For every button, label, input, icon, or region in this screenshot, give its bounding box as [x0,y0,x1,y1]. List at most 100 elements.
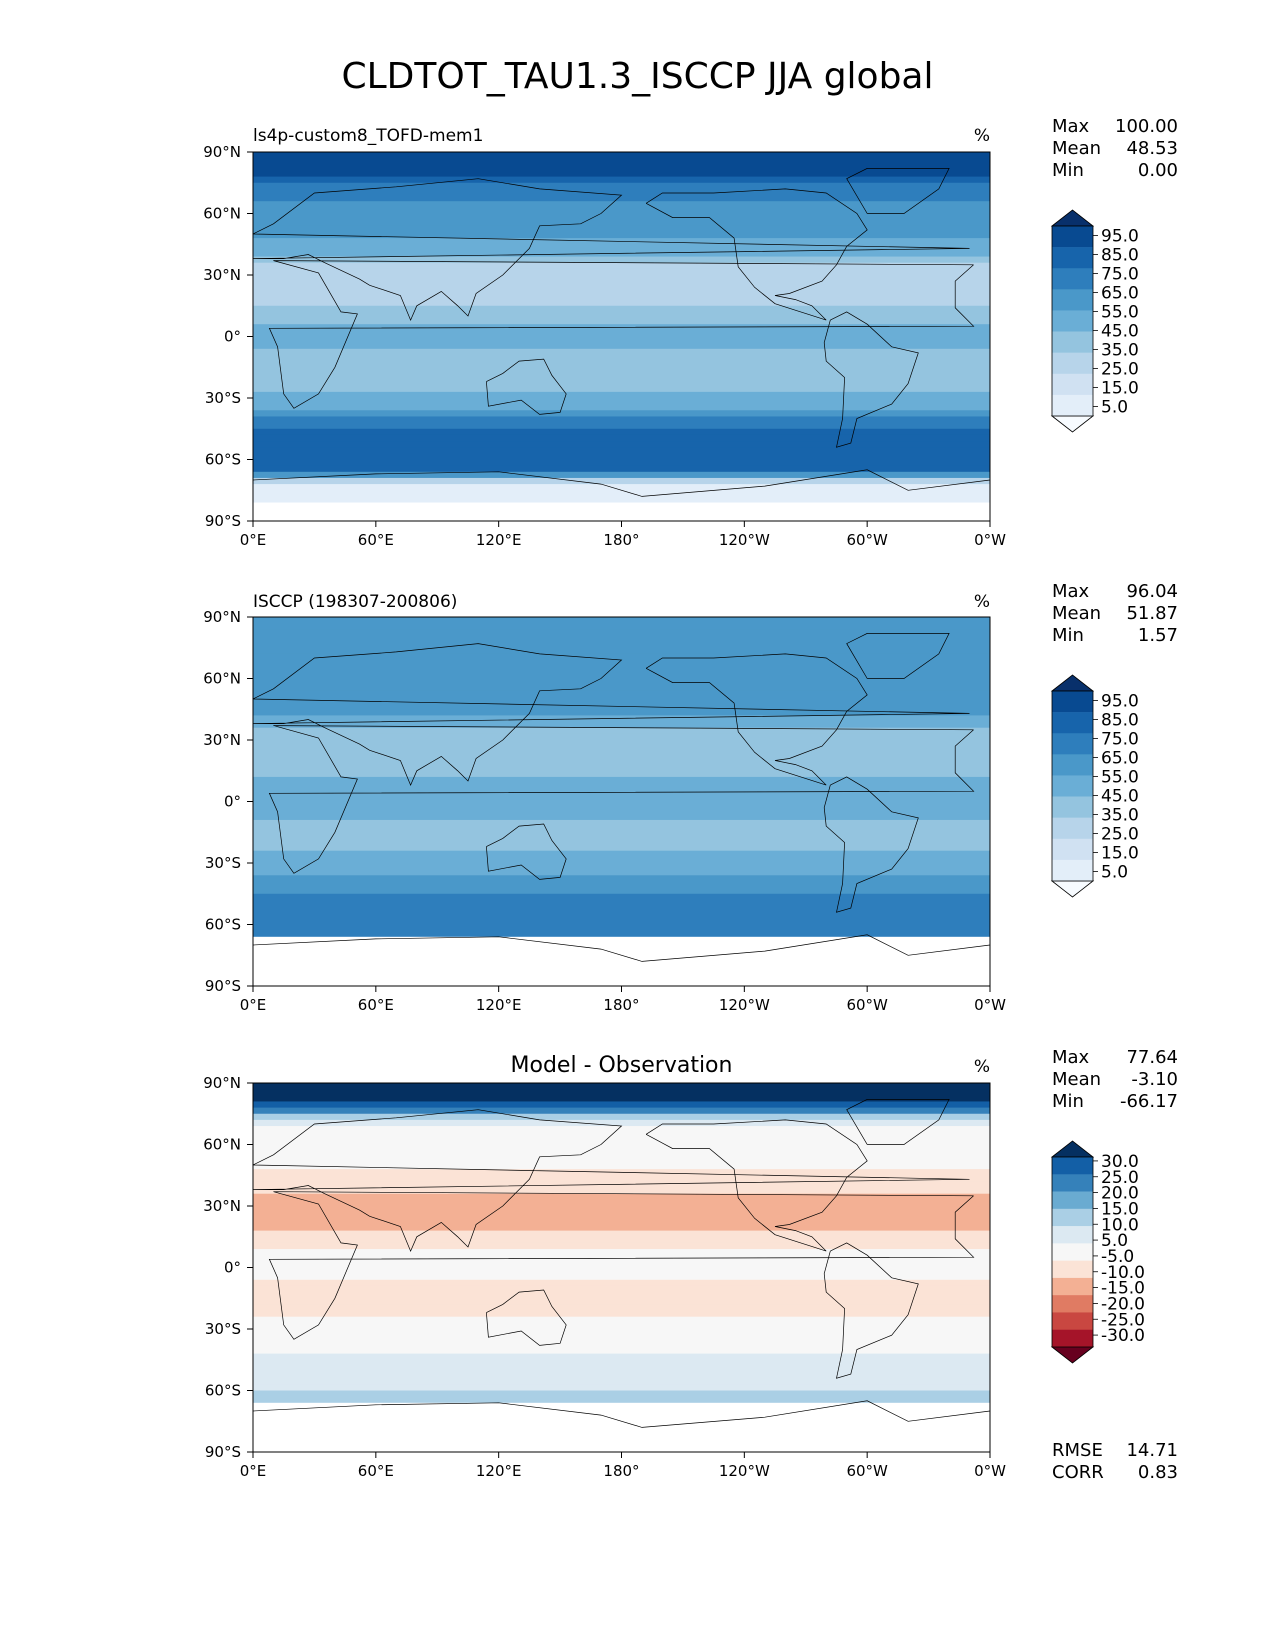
field-band [253,1273,990,1281]
field-band [253,1156,990,1164]
field-band [253,795,990,802]
coastline-path [823,311,919,448]
field-band [253,152,990,159]
field-band [253,1359,990,1367]
field-band [253,1390,990,1398]
field-band [253,1089,990,1096]
field-band [253,244,990,251]
colorbar-box [1052,373,1093,396]
field-band [253,813,990,821]
coastline-path [252,1109,970,1252]
panel-title: ISCCP (198307-200806) [253,592,457,612]
colorbar-tick-label: 35.0 [1101,806,1139,826]
y-tick-label: 30°S [205,854,241,872]
field-band [253,1433,990,1441]
y-tick-label: 90°N [203,608,241,626]
y-tick-label: 60°S [205,916,241,934]
y-tick-label: 30°N [203,1197,241,1215]
field-band [253,912,990,919]
field-band [253,1279,990,1287]
field-band [253,188,990,196]
colorbar-tick-label: 85.0 [1101,246,1139,266]
stat-value: 14.71 [1126,1440,1178,1461]
stat-label: Max [1052,1047,1090,1068]
coastline-path [252,469,991,497]
colorbar-box [1052,838,1093,861]
y-tick-label: 30°N [203,266,241,284]
x-tick-label: 120°W [719,531,770,549]
field-band [253,752,990,759]
coastline-path [846,633,950,679]
field-band [253,826,990,833]
y-tick-label: 60°N [203,670,241,688]
colorbar-box [1052,1191,1093,1210]
x-tick-label: 120°W [719,996,770,1014]
colorbar-box [1052,1157,1093,1175]
field-band [253,1113,990,1121]
colorbar-box [1052,1277,1093,1296]
field-band [253,801,990,809]
field-band [253,979,990,987]
field-band [253,819,990,827]
stat-label: Mean [1052,603,1101,624]
field-band [253,696,990,704]
field-band [253,508,990,516]
field-band [253,398,990,405]
field-band [253,1439,990,1447]
field-band [253,850,990,858]
stat-label: RMSE [1052,1440,1103,1461]
field-band [253,1242,990,1250]
field-band [253,170,990,178]
colorbar-tick-label: 15.0 [1101,844,1139,864]
field-band [253,973,990,981]
field-band [253,1224,990,1232]
field-band [253,1365,990,1373]
field-band [253,416,990,424]
field-band [253,1236,990,1244]
coastline-path [486,358,567,415]
field-bands [253,152,990,522]
y-tick-label: 90°S [205,1443,241,1461]
colorbar-box [1052,712,1093,734]
coastline-path [823,1242,919,1379]
field-band [253,1107,990,1115]
colorbar-box [1052,817,1093,840]
colorbar-box [1052,1174,1093,1192]
colorbar-box [1052,1295,1093,1313]
panel-title: ls4p-custom8_TOFD-mem1 [253,126,483,146]
field-band [253,930,990,938]
colorbar-box [1052,754,1093,776]
coastline-path [823,776,919,913]
y-tick-label: 0° [224,1259,241,1277]
field-band [253,1187,990,1195]
coastline-path [252,178,970,321]
colorbar-tick-label: 25.0 [1101,360,1139,380]
coastlines [252,633,991,962]
field-band [253,262,990,270]
field-band [253,1322,990,1330]
field-band [253,881,990,889]
field-band [253,653,990,661]
stat-value: 51.87 [1126,603,1178,624]
field-band [253,875,990,882]
stat-label: Min [1052,1091,1084,1112]
field-band [253,1261,990,1268]
figure-title: CLDTOT_TAU1.3_ISCCP JJA global [341,56,934,97]
field-band [253,281,990,288]
colorbar-frame [1051,225,1094,417]
colorbar-extend-bottom [1050,880,1095,898]
field-band [253,447,990,454]
field-band [253,453,990,460]
field-band [253,660,990,667]
field-band [253,379,990,387]
field-band [253,1427,990,1435]
coastlines [252,168,991,497]
colorbar-extend-top [1050,674,1095,692]
coastline-path [486,1289,567,1346]
colorbar-box [1052,226,1093,248]
field-band [253,1292,990,1299]
field-band [253,635,990,643]
field-band [253,887,990,895]
field-band [253,1126,990,1133]
field-band [253,348,990,356]
